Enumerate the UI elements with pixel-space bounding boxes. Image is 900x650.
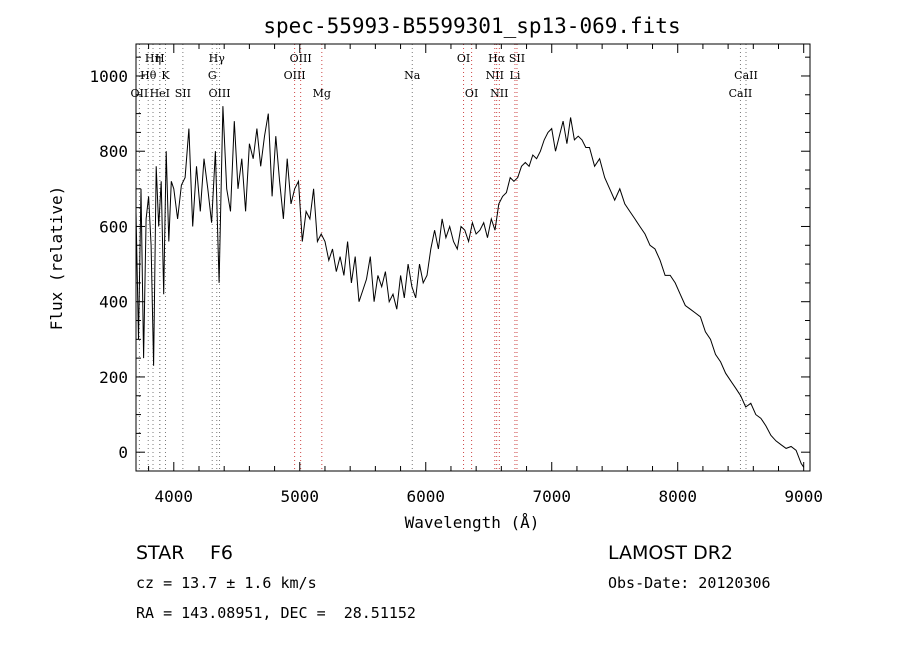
line-label-18: NII — [486, 69, 504, 82]
x-axis-label: Wavelength (Å) — [405, 513, 540, 532]
line-label-20: NII — [490, 87, 508, 100]
x-tick-label: 5000 — [281, 487, 320, 506]
line-label-22: CaII — [729, 87, 753, 100]
line-label-5: HeI — [150, 87, 170, 100]
x-tick-label: 7000 — [532, 487, 571, 506]
y-tick-label: 600 — [99, 217, 128, 236]
y-tick-label: 1000 — [89, 67, 128, 86]
spectral-line-markers — [138, 44, 747, 471]
x-tick-label: 6000 — [406, 487, 445, 506]
line-label-21: CaII — [734, 69, 758, 82]
y-tick-label: 200 — [99, 368, 128, 387]
line-label-12: Mg — [313, 87, 331, 100]
line-label-1: H — [155, 52, 165, 65]
y-axis-label: Flux (relative) — [47, 186, 66, 331]
x-axis-ticks: 4000 5000 6000 7000 8000 9000 — [148, 44, 823, 506]
line-label-4: OII — [131, 87, 149, 100]
x-tick-label: 4000 — [155, 487, 194, 506]
line-label-2: Hθ — [140, 69, 157, 82]
x-tick-label: 8000 — [658, 487, 697, 506]
y-tick-label: 400 — [99, 293, 128, 312]
line-label-10: OIII — [290, 52, 312, 65]
coordinates-readout: RA = 143.08951, DEC = 28.51152 — [136, 604, 416, 622]
chart-title: spec-55993-B5599301_sp13-069.fits — [263, 14, 680, 38]
survey-name: LAMOST DR2 — [608, 542, 733, 564]
line-label-13: Na — [404, 69, 421, 82]
line-label-0: Hη — [145, 52, 161, 65]
y-axis-ticks: 0 200 400 600 800 1000 — [89, 56, 810, 462]
y-tick-label: 0 — [118, 443, 128, 462]
x-tick-label: 9000 — [784, 487, 823, 506]
plot-frame — [135, 43, 811, 472]
line-label-3: K — [161, 69, 170, 82]
line-label-14: OI — [457, 52, 470, 65]
line-label-8: G — [208, 69, 217, 82]
obs-date: Obs-Date: 20120306 — [608, 574, 771, 592]
spectral-line-labels: HηH Hθ K OII HeI SII Hγ G OIII OIII OIII Mg Na OI OI Hα… — [131, 52, 758, 100]
line-label-15: OI — [465, 87, 478, 100]
y-tick-label: 800 — [99, 142, 128, 161]
line-label-7: Hγ — [209, 52, 226, 65]
line-label-16: Hα — [488, 52, 506, 65]
spectrum-series-line — [135, 106, 805, 468]
line-label-6: SII — [175, 87, 191, 100]
object-subclass: F6 — [210, 542, 234, 564]
line-label-17: SII — [509, 52, 525, 65]
line-label-9: OIII — [208, 87, 230, 100]
line-label-11: OIII — [284, 69, 306, 82]
object-class: STAR — [136, 542, 185, 564]
line-label-19: Li — [510, 69, 521, 82]
velocity-readout: cz = 13.7 ± 1.6 km/s — [136, 574, 317, 592]
